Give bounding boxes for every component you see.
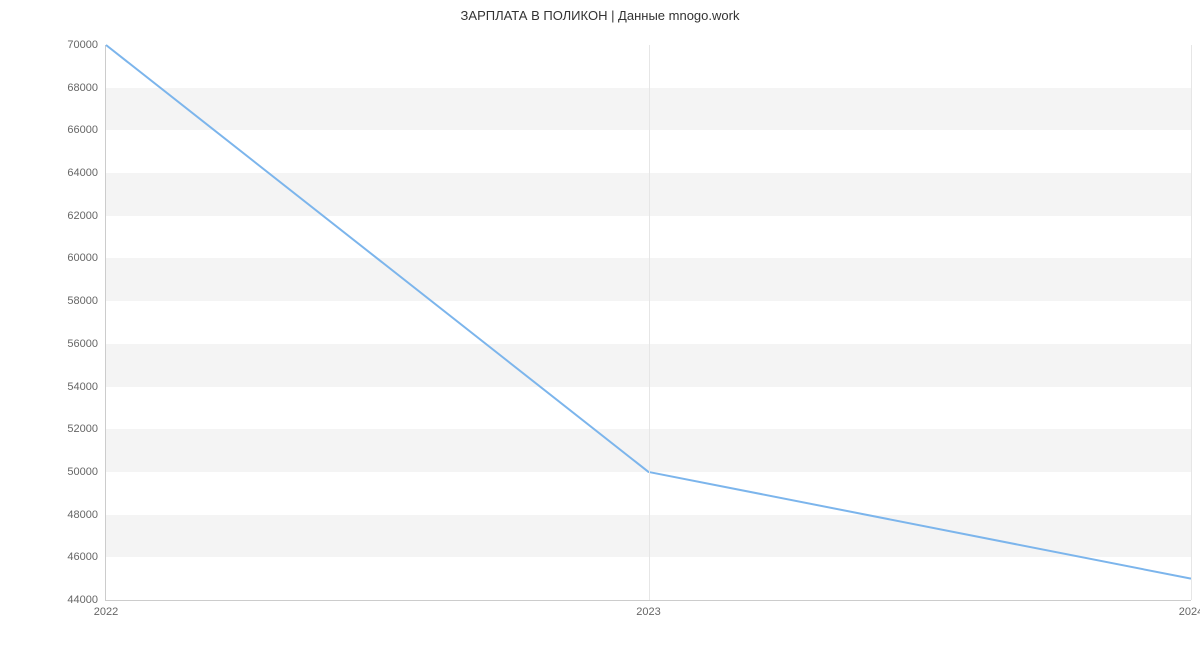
x-tick-label: 2023 — [636, 606, 660, 618]
y-tick-label: 60000 — [67, 252, 98, 264]
y-tick-label: 52000 — [67, 423, 98, 435]
y-tick-label: 64000 — [67, 167, 98, 179]
y-tick-label: 68000 — [67, 82, 98, 94]
x-tick-label: 2022 — [94, 606, 118, 618]
y-tick-label: 54000 — [67, 381, 98, 393]
y-tick-label: 62000 — [67, 210, 98, 222]
y-tick-label: 58000 — [67, 295, 98, 307]
y-tick-label: 44000 — [67, 594, 98, 606]
chart-title: ЗАРПЛАТА В ПОЛИКОН | Данные mnogo.work — [0, 8, 1200, 23]
y-tick-label: 48000 — [67, 509, 98, 521]
y-tick-label: 50000 — [67, 466, 98, 478]
salary-line-chart: ЗАРПЛАТА В ПОЛИКОН | Данные mnogo.work 4… — [0, 0, 1200, 650]
y-tick-label: 46000 — [67, 551, 98, 563]
x-gridline — [649, 45, 650, 600]
x-tick-label: 2024 — [1179, 606, 1200, 618]
y-tick-label: 56000 — [67, 338, 98, 350]
plot-area: 4400046000480005000052000540005600058000… — [105, 45, 1191, 601]
x-gridline — [1191, 45, 1192, 600]
y-tick-label: 66000 — [67, 124, 98, 136]
y-tick-label: 70000 — [67, 39, 98, 51]
